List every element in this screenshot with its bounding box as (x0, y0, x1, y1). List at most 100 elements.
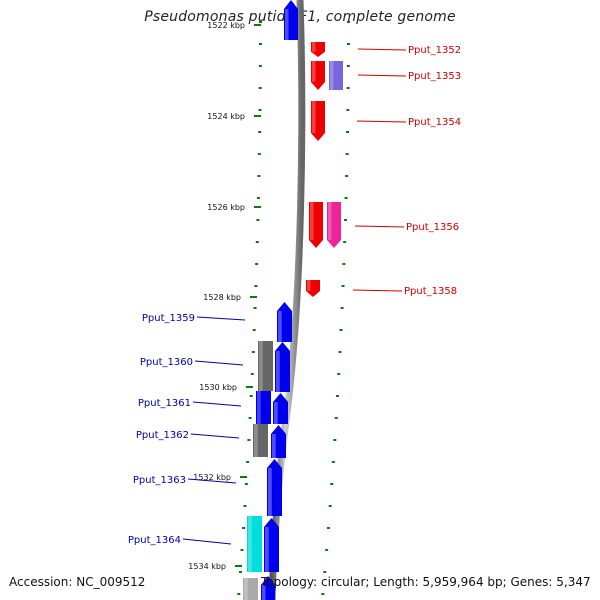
scale-dot-left (259, 21, 262, 23)
scale-dot-left (258, 109, 262, 111)
gene-arrow-reverse[interactable] (311, 61, 325, 90)
gene-arrow-reverse[interactable] (309, 202, 323, 248)
scale-tick-label: 1532 kbp (193, 473, 231, 482)
gene-arrow-forward[interactable] (277, 302, 292, 342)
scale-dot-left (252, 329, 256, 331)
scale-dot-left (258, 131, 262, 133)
accession-text: Accession: NC_009512 (9, 575, 146, 589)
scale-dot-right (340, 307, 344, 309)
gene-block-gray[interactable] (243, 578, 258, 600)
scale-dot-left (254, 285, 258, 287)
scale-tick-label: 1522 kbp (207, 21, 245, 30)
gene-label-forward[interactable]: Pput_1363 (133, 475, 186, 486)
scale-dot-right (338, 351, 342, 353)
scale-tick-label: 1530 kbp (199, 383, 237, 392)
gene-block-gray-highlight (259, 341, 263, 391)
scale-tick (235, 565, 242, 567)
gene-block-cyan-highlight (248, 516, 252, 572)
gene-arrow-forward[interactable] (275, 342, 290, 392)
gene-label-line (187, 478, 237, 484)
gene-arrow-forward-highlight (278, 311, 282, 342)
gene-label-line (194, 360, 244, 366)
scale-dot-right (345, 153, 349, 155)
gene-arrow-forward-highlight (272, 434, 276, 458)
gene-label-reverse[interactable]: Pput_1358 (404, 286, 457, 297)
gene-block-lavender-highlight (330, 61, 334, 90)
scale-dot-right (346, 43, 350, 45)
scale-dot-left (240, 549, 244, 551)
scale-dot-right (321, 593, 325, 595)
gene-label-forward[interactable]: Pput_1361 (138, 398, 191, 409)
scale-dot-right (346, 65, 350, 67)
gene-arrow-forward[interactable] (267, 459, 282, 516)
scale-tick (250, 296, 257, 298)
gene-label-line (182, 538, 232, 545)
gene-label-line (190, 433, 240, 439)
gene-label-reverse[interactable]: Pput_1353 (408, 71, 461, 82)
gene-block-gray[interactable] (253, 424, 268, 457)
gene-arrow-forward[interactable] (264, 518, 279, 572)
gene-label-forward[interactable]: Pput_1362 (136, 430, 189, 441)
gene-arrow-forward-highlight (268, 468, 272, 516)
gene-arrow-pink-highlight (328, 202, 332, 240)
gene-arrow-forward[interactable] (284, 0, 298, 40)
scale-dot-right (346, 131, 350, 133)
gene-arrow-reverse-highlight (312, 101, 316, 133)
scale-dot-left (237, 593, 241, 595)
gene-arrow-reverse[interactable] (306, 280, 320, 297)
genome-info-text: Topology: circular; Length: 5,959,964 bp… (261, 575, 591, 589)
gene-label-reverse[interactable]: Pput_1354 (408, 117, 461, 128)
gene-label-reverse[interactable]: Pput_1352 (408, 45, 461, 56)
scale-dot-left (247, 439, 251, 441)
scale-dot-left (256, 219, 260, 221)
scale-dot-right (344, 197, 348, 199)
scale-dot-right (343, 241, 347, 243)
gene-block-gray-highlight (244, 578, 248, 600)
gene-block-cyan[interactable] (247, 516, 262, 572)
scale-dot-right (337, 373, 341, 375)
gene-label-forward[interactable]: Pput_1360 (140, 357, 193, 368)
gene-arrow-forward[interactable] (261, 576, 275, 600)
gene-block-gray-highlight (254, 424, 258, 457)
scale-dot-right (331, 461, 335, 463)
gene-arrow-pink[interactable] (327, 202, 341, 248)
scale-dot-right (342, 263, 346, 265)
scale-dot-left (258, 65, 262, 67)
gene-arrow-reverse-highlight (312, 61, 316, 82)
gene-arrow-forward-highlight (285, 9, 289, 40)
gene-arrow-forward-highlight (265, 527, 269, 572)
scale-dot-left (238, 571, 242, 573)
gene-label-forward[interactable]: Pput_1359 (142, 313, 195, 324)
scale-dot-left (255, 241, 259, 243)
gene-block-forward[interactable] (256, 391, 271, 424)
gene-arrow-reverse[interactable] (311, 42, 325, 57)
scale-dot-right (345, 175, 349, 177)
scale-dot-right (346, 87, 350, 89)
gene-arrow-reverse-highlight (312, 42, 316, 52)
gene-label-line (196, 316, 246, 321)
scale-dot-right (339, 329, 343, 331)
scale-dot-left (246, 461, 250, 463)
scale-dot-right (341, 285, 345, 287)
gene-arrow-reverse[interactable] (311, 101, 325, 141)
gene-label-reverse[interactable]: Pput_1356 (406, 222, 459, 233)
scale-dot-right (330, 483, 334, 485)
scale-dot-right (343, 219, 347, 221)
gene-arrow-forward-highlight (274, 402, 278, 424)
scale-tick-label: 1534 kbp (188, 562, 226, 571)
gene-label-line (352, 289, 403, 292)
scale-dot-left (257, 153, 261, 155)
gene-arrow-forward[interactable] (273, 393, 288, 424)
gene-label-line (354, 225, 405, 228)
gene-block-lavender[interactable] (329, 61, 343, 90)
gene-arrow-forward[interactable] (271, 425, 286, 458)
gene-label-forward[interactable]: Pput_1364 (128, 535, 181, 546)
scale-dot-left (253, 307, 257, 309)
gene-block-gray[interactable] (258, 341, 273, 391)
scale-tick-label: 1528 kbp (203, 293, 241, 302)
scale-dot-right (328, 505, 332, 507)
scale-tick-label: 1524 kbp (207, 112, 245, 121)
scale-dot-right (334, 417, 338, 419)
gene-label-line (192, 401, 242, 407)
